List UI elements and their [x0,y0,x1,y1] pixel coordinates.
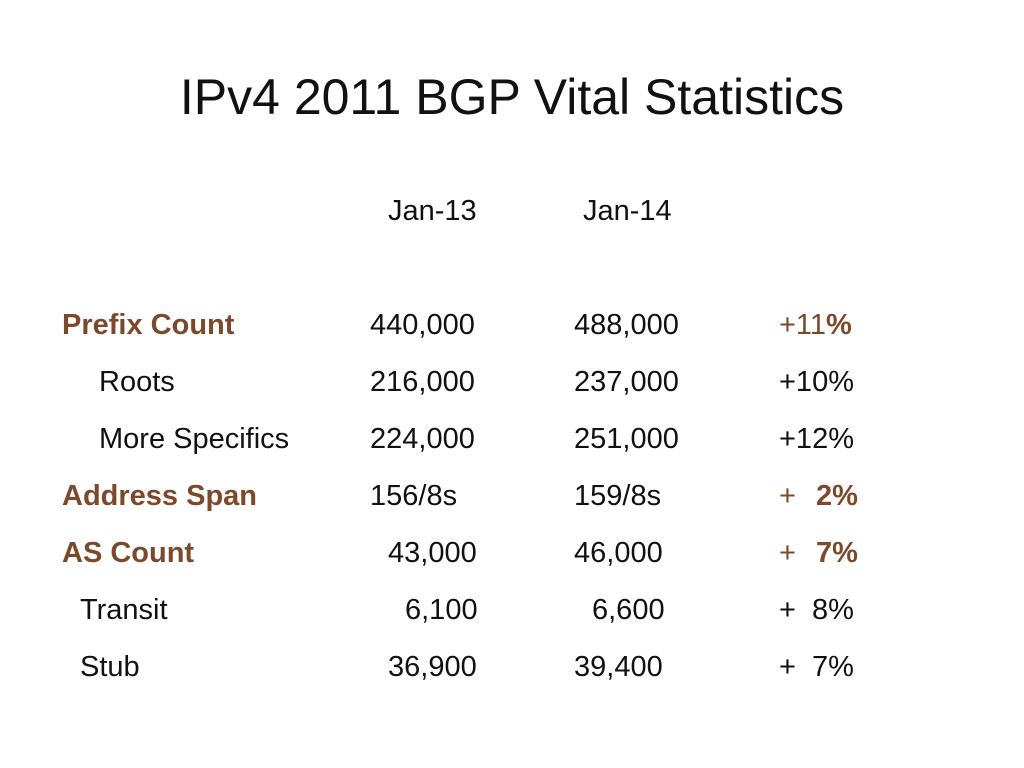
row-label-prefix-count: Prefix Count [62,309,235,341]
stub-jan-13: 36,900 [388,651,477,683]
stub-change: + 7% [779,651,854,683]
more-specifics-jan-14: 251,000 [574,423,679,455]
prefix-count-change-pct: % [826,309,852,341]
transit-jan-14: 6,600 [592,594,665,626]
address-span-jan-14: 159/8s [574,480,662,512]
as-count-jan-14: 46,000 [574,537,663,569]
column-header-jan-14: Jan-14 [583,195,672,227]
row-label-as-count: AS Count [62,537,195,569]
row-label-transit: Transit [80,594,168,626]
address-span-change-pct: 2% [816,480,858,512]
row-label-stub: Stub [80,651,140,683]
transit-jan-13: 6,100 [405,594,478,626]
prefix-count-jan-14: 488,000 [574,309,679,341]
more-specifics-jan-13: 224,000 [370,423,475,455]
column-header-jan-13: Jan-13 [388,195,477,227]
row-label-roots: Roots [99,366,175,398]
roots-jan-13: 216,000 [370,366,475,398]
as-count-change-sign: + [779,537,796,569]
roots-change: +10% [779,366,854,398]
row-label-more-specifics: More Specifics [99,423,290,455]
as-count-jan-13: 43,000 [388,537,477,569]
address-span-jan-13: 156/8s [370,480,458,512]
prefix-count-change-sign: +11 [779,309,827,341]
prefix-count-change: +11% [779,306,852,344]
row-label-address-span: Address Span [62,480,257,512]
roots-jan-14: 237,000 [574,366,679,398]
more-specifics-change: +12% [779,423,854,455]
address-span-change-sign: + [779,480,796,512]
transit-change: + 8% [779,594,854,626]
prefix-count-jan-13: 440,000 [370,309,475,341]
stub-jan-14: 39,400 [574,651,663,683]
slide-title: IPv4 2011 BGP Vital Statistics [179,69,845,125]
as-count-change-pct: 7% [816,537,858,569]
